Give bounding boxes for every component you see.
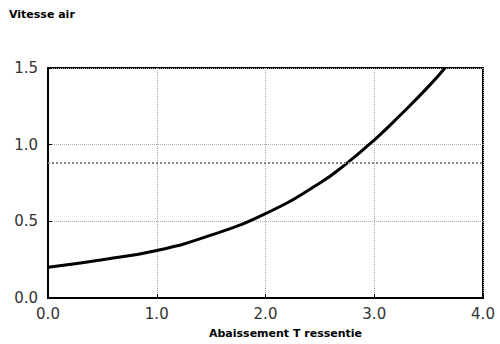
svg-text:Vitesse air: Vitesse air <box>9 8 75 21</box>
svg-text:1.0: 1.0 <box>14 136 38 154</box>
svg-text:0.0: 0.0 <box>14 289 38 307</box>
svg-text:2.0: 2.0 <box>254 305 278 323</box>
svg-text:3.0: 3.0 <box>362 305 386 323</box>
svg-text:1.5: 1.5 <box>14 59 38 77</box>
svg-text:4.0: 4.0 <box>471 305 495 323</box>
svg-text:Abaissement T ressentie: Abaissement T ressentie <box>209 327 362 340</box>
svg-text:0.5: 0.5 <box>14 212 38 230</box>
svg-text:0.0: 0.0 <box>36 305 60 323</box>
svg-text:1.0: 1.0 <box>145 305 169 323</box>
